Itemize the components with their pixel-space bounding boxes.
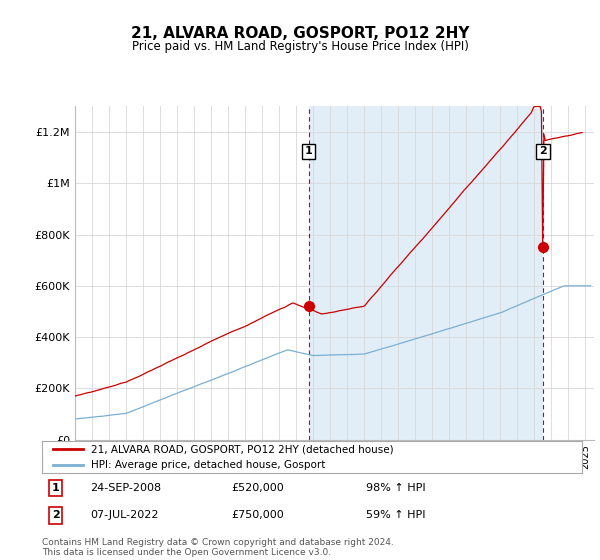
Text: 59% ↑ HPI: 59% ↑ HPI bbox=[366, 511, 425, 520]
Text: 1: 1 bbox=[52, 483, 59, 493]
Text: 2: 2 bbox=[52, 511, 59, 520]
Text: 98% ↑ HPI: 98% ↑ HPI bbox=[366, 483, 425, 493]
Text: 07-JUL-2022: 07-JUL-2022 bbox=[91, 511, 159, 520]
Text: 21, ALVARA ROAD, GOSPORT, PO12 2HY: 21, ALVARA ROAD, GOSPORT, PO12 2HY bbox=[131, 26, 469, 41]
Text: 2: 2 bbox=[539, 146, 547, 156]
Text: Contains HM Land Registry data © Crown copyright and database right 2024.
This d: Contains HM Land Registry data © Crown c… bbox=[42, 538, 394, 557]
Text: Price paid vs. HM Land Registry's House Price Index (HPI): Price paid vs. HM Land Registry's House … bbox=[131, 40, 469, 53]
Text: £750,000: £750,000 bbox=[231, 511, 284, 520]
Text: 24-SEP-2008: 24-SEP-2008 bbox=[91, 483, 162, 493]
Text: HPI: Average price, detached house, Gosport: HPI: Average price, detached house, Gosp… bbox=[91, 460, 325, 470]
Text: 21, ALVARA ROAD, GOSPORT, PO12 2HY (detached house): 21, ALVARA ROAD, GOSPORT, PO12 2HY (deta… bbox=[91, 445, 393, 455]
Text: £520,000: £520,000 bbox=[231, 483, 284, 493]
Bar bbox=[308, 106, 543, 440]
Text: 1: 1 bbox=[305, 146, 313, 156]
